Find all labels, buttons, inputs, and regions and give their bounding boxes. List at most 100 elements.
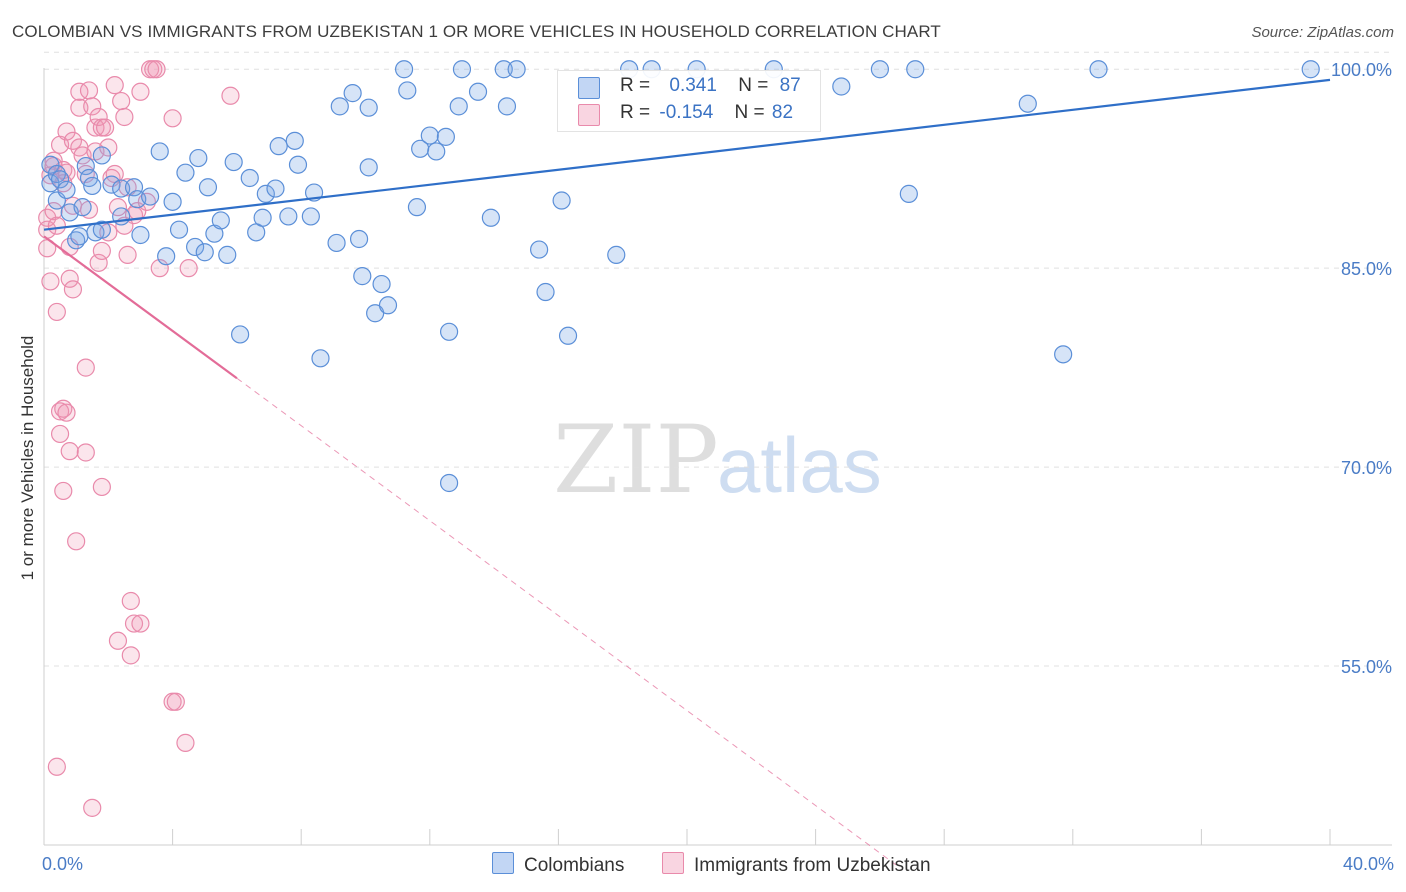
colombians-point [76, 156, 95, 176]
colombians-point [124, 178, 144, 197]
y-tick-label: 100.0% [1331, 60, 1392, 80]
colombians-point [497, 97, 517, 116]
colombians-point [92, 220, 111, 239]
colombians-point [439, 322, 459, 341]
watermark-atlas: atlas [717, 421, 882, 509]
colombians-point [607, 245, 626, 264]
legend-n-value: 82 [771, 102, 794, 123]
colombians-point [186, 237, 205, 257]
colombians-point [449, 97, 468, 116]
colombians-point [47, 164, 66, 184]
legend-r-value: 0.341 [669, 75, 717, 96]
colombians-point [439, 473, 459, 493]
legend-r-value: -0.154 [659, 102, 714, 123]
uzbekistan-point [89, 107, 108, 127]
colombians-point [131, 225, 150, 245]
y-tick-labels: 55.0% 70.0% 85.0% 100.0% [1331, 60, 1392, 677]
colombians-point [420, 126, 439, 145]
colombians-point [253, 208, 272, 227]
uzbekistan-point [41, 272, 60, 291]
colombians-point [231, 325, 250, 344]
legend-label-colombians: Colombians [524, 855, 625, 876]
uzbekistan-point [176, 733, 195, 752]
colombians-point [1054, 345, 1073, 364]
colombians-point [50, 170, 70, 189]
colombians-point [73, 198, 92, 217]
colombians-point [452, 60, 472, 79]
uzbekistan-point [50, 424, 70, 444]
series-uzbekistan-points [38, 60, 240, 817]
legend-n-label: N = [734, 102, 770, 123]
uzbekistan-point [92, 241, 111, 261]
colombians-point [353, 267, 372, 286]
colombians-point [256, 184, 275, 203]
legend-item-uzbekistan: Immigrants from Uzbekistan [662, 852, 931, 877]
uzbekistan-point [79, 81, 99, 100]
uzbekistan-point [83, 798, 102, 817]
colombians-point [552, 191, 571, 210]
colombians-point [359, 158, 378, 177]
colombians-point [398, 81, 417, 100]
uzbekistan-trend-line [43, 235, 238, 380]
uzbekistan-point [112, 91, 131, 111]
colombians-point [899, 184, 918, 203]
colombians-point [378, 296, 398, 315]
chart-title: COLOMBIAN VS IMMIGRANTS FROM UZBEKISTAN … [12, 22, 941, 41]
uzbekistan-point [76, 443, 95, 462]
uzbekistan-point [131, 614, 150, 633]
uzbekistan-point [86, 118, 105, 137]
uzbekistan-point [67, 532, 86, 551]
uzbekistan-point [47, 757, 66, 776]
watermark-zip: ZIP [553, 406, 719, 515]
colombians-point [279, 207, 298, 226]
uzbekistan-point [63, 280, 83, 299]
uzbekistan-point [124, 614, 144, 633]
source-label: Source: ZipAtlas.com [1251, 24, 1394, 41]
colombians-point [102, 175, 121, 194]
colombians-point [407, 198, 427, 217]
colombians-point [468, 82, 488, 101]
uzbekistan-point [89, 253, 108, 272]
colombians-point [327, 233, 346, 253]
uzbekistan-point [60, 269, 79, 288]
colombians-point [198, 178, 218, 197]
colombians-point [140, 187, 160, 206]
colombians-point [343, 84, 362, 103]
uzbekistan-point [115, 107, 134, 127]
uzbekistan-point [60, 442, 79, 461]
x-tick-label: 0.0% [42, 854, 83, 874]
uzbekistan-point [163, 109, 182, 128]
colombians-point [70, 227, 89, 246]
colombians-point [394, 60, 414, 79]
uzbekistan-point [118, 245, 137, 264]
uzbekistan-point [44, 202, 63, 221]
colombians-point [870, 60, 890, 79]
colombians-point [301, 207, 320, 226]
colombians-point [92, 146, 111, 165]
colombians-point [427, 142, 446, 161]
colombians-point [349, 229, 369, 249]
legend-r-label: R = [620, 102, 651, 123]
x-tick-labels: 0.0% 40.0% [42, 854, 1394, 874]
colombians-point [436, 127, 455, 146]
uzbekistan-point [166, 692, 185, 711]
watermark: ZIP atlas [553, 406, 882, 515]
colombians-point [211, 211, 230, 230]
correlation-legend: R = 0.341 N = 87 R = -0.154 N = 82 [557, 70, 821, 132]
uzbekistan-point [147, 60, 166, 79]
uzbekistan-point [105, 76, 124, 95]
colombians-point [285, 131, 304, 150]
uzbekistan-point [63, 131, 83, 150]
colombians-point [195, 243, 214, 262]
colombians-point [536, 282, 555, 302]
colombians-point [266, 179, 285, 198]
colombians-point [372, 274, 391, 294]
colombians-point [530, 240, 549, 259]
series-legend: Colombians Immigrants from Uzbekistan [0, 852, 1406, 878]
uzbekistan-point [121, 591, 140, 611]
y-tick-label: 85.0% [1341, 259, 1392, 279]
colombians-point [163, 192, 182, 211]
axes [43, 68, 1392, 846]
uzbekistan-point [221, 86, 240, 105]
colombians-point [41, 155, 60, 174]
